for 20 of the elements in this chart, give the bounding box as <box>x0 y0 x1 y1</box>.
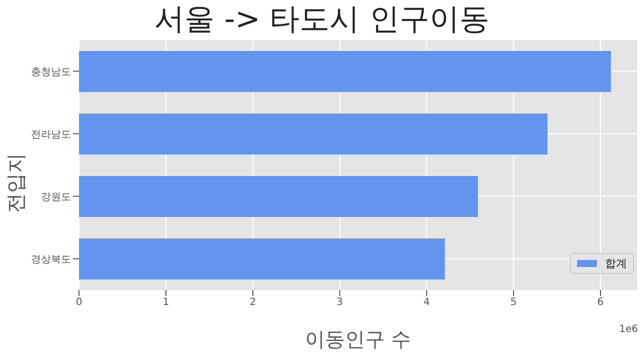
legend-label: 합계 <box>604 256 627 271</box>
y-tick-label: 전라남도 <box>31 129 71 140</box>
x-tick-label: 0 <box>76 297 82 308</box>
x-tick-label: 6 <box>597 297 604 308</box>
text: 1e6 <box>619 324 638 335</box>
chart-title: 서울 -> 타도시 인구이동 <box>154 1 490 39</box>
y-tick-label: 충청남도 <box>31 66 71 78</box>
bar <box>79 114 548 154</box>
bar <box>79 176 478 217</box>
x-tick-label: 1 <box>162 297 170 308</box>
x-tick-label: 5 <box>510 297 517 308</box>
x-tick-label: 2 <box>250 297 256 308</box>
x-tick-label: 4 <box>423 297 430 308</box>
bar <box>79 238 445 280</box>
y-tick-label: 경상북도 <box>31 254 71 266</box>
y-axis-title: 전입지 <box>2 153 28 213</box>
y-tick-label: 강원도 <box>41 192 71 203</box>
x-tick-label: 3 <box>336 297 343 308</box>
x-axis-title: 이동인구 수 <box>304 327 412 351</box>
bar <box>79 51 611 92</box>
